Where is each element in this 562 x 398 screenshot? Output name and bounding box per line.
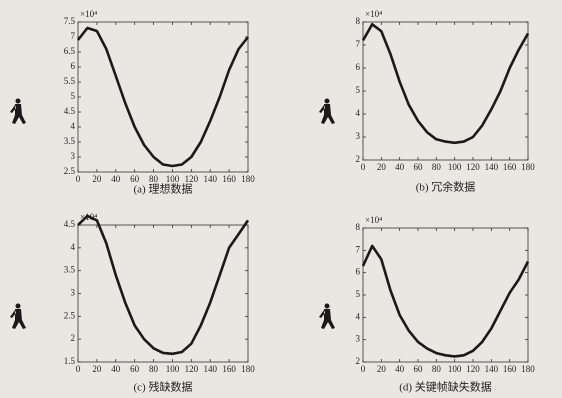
y-tick-label: 4 (71, 121, 76, 131)
y-tick-label: 3 (356, 334, 361, 344)
axis-multiplier: ×10⁴ (80, 9, 97, 19)
x-tick-label: 20 (92, 364, 102, 374)
figure: 0204060801001201401601802.533.544.555.56… (0, 0, 562, 398)
y-tick-label: 5 (356, 85, 361, 95)
caption: (c) 残缺数据 (134, 380, 193, 394)
x-tick-label: 140 (203, 174, 217, 184)
walker-icon (319, 99, 335, 125)
y-tick-label: 2.5 (64, 310, 76, 320)
data-line (363, 246, 528, 357)
x-tick-label: 120 (466, 364, 480, 374)
y-tick-label: 5.5 (64, 76, 76, 86)
y-tick-label: 6 (71, 61, 76, 71)
y-tick-label: 4 (356, 108, 361, 118)
y-tick-label: 3 (71, 288, 76, 298)
y-tick-label: 5 (71, 91, 76, 101)
x-tick-label: 40 (111, 174, 121, 184)
y-tick-label: 1.5 (64, 356, 76, 366)
x-tick-label: 0 (76, 174, 81, 184)
x-tick-label: 180 (521, 364, 535, 374)
y-tick-label: 6 (356, 62, 361, 72)
x-tick-label: 140 (485, 364, 499, 374)
y-tick-label: 6.5 (64, 46, 76, 56)
y-tick-label: 2 (356, 154, 361, 164)
axis-multiplier: ×10⁴ (365, 9, 382, 19)
plot-frame (363, 228, 528, 362)
axis-multiplier: ×10⁴ (365, 215, 382, 225)
caption: (a) 理想数据 (134, 182, 193, 196)
x-tick-label: 20 (377, 162, 387, 172)
caption: (b) 冗余数据 (416, 180, 476, 194)
x-tick-label: 160 (222, 364, 236, 374)
x-tick-label: 140 (485, 162, 499, 172)
x-tick-label: 180 (241, 174, 255, 184)
y-tick-label: 4.5 (64, 106, 76, 116)
y-tick-label: 3 (356, 131, 361, 141)
y-tick-label: 3.5 (64, 136, 76, 146)
plot-frame (363, 22, 528, 160)
y-tick-label: 7 (356, 39, 361, 49)
x-tick-label: 60 (414, 364, 424, 374)
x-tick-label: 40 (395, 162, 405, 172)
data-line (78, 216, 248, 354)
data-line (363, 24, 528, 143)
y-tick-label: 3.5 (64, 265, 76, 275)
x-tick-label: 0 (76, 364, 81, 374)
y-tick-label: 2 (71, 333, 76, 343)
y-tick-label: 8 (356, 16, 361, 26)
x-tick-label: 120 (185, 364, 199, 374)
y-tick-label: 7 (356, 244, 361, 254)
y-tick-label: 2 (356, 356, 361, 366)
x-tick-label: 40 (111, 364, 121, 374)
x-tick-label: 60 (130, 364, 140, 374)
y-tick-label: 4 (71, 242, 76, 252)
x-tick-label: 20 (92, 174, 102, 184)
y-tick-label: 4 (356, 311, 361, 321)
y-tick-label: 8 (356, 222, 361, 232)
x-tick-label: 80 (432, 364, 442, 374)
y-tick-label: 7.5 (64, 16, 76, 26)
y-tick-label: 6 (356, 267, 361, 277)
x-tick-label: 80 (149, 364, 159, 374)
plot-frame (78, 225, 248, 362)
x-tick-label: 100 (166, 364, 180, 374)
x-tick-label: 0 (361, 364, 366, 374)
y-tick-label: 2.5 (64, 166, 76, 176)
x-tick-label: 160 (222, 174, 236, 184)
x-tick-label: 160 (503, 364, 517, 374)
walker-icon (10, 304, 26, 330)
x-tick-label: 120 (466, 162, 480, 172)
x-tick-label: 40 (395, 364, 405, 374)
walker-icon (10, 99, 26, 125)
x-tick-label: 140 (203, 364, 217, 374)
x-tick-label: 100 (448, 364, 462, 374)
y-tick-label: 3 (71, 151, 76, 161)
walker-icon (319, 304, 335, 330)
x-tick-label: 180 (521, 162, 535, 172)
y-tick-label: 5 (356, 289, 361, 299)
y-tick-label: 4.5 (64, 219, 76, 229)
x-tick-label: 80 (432, 162, 442, 172)
caption: (d) 关键帧缺失数据 (399, 380, 492, 394)
x-tick-label: 180 (241, 364, 255, 374)
data-line (78, 28, 248, 166)
x-tick-label: 0 (361, 162, 366, 172)
x-tick-label: 60 (414, 162, 424, 172)
x-tick-label: 100 (448, 162, 462, 172)
y-tick-label: 7 (71, 31, 76, 41)
x-tick-label: 160 (503, 162, 517, 172)
x-tick-label: 20 (377, 364, 387, 374)
